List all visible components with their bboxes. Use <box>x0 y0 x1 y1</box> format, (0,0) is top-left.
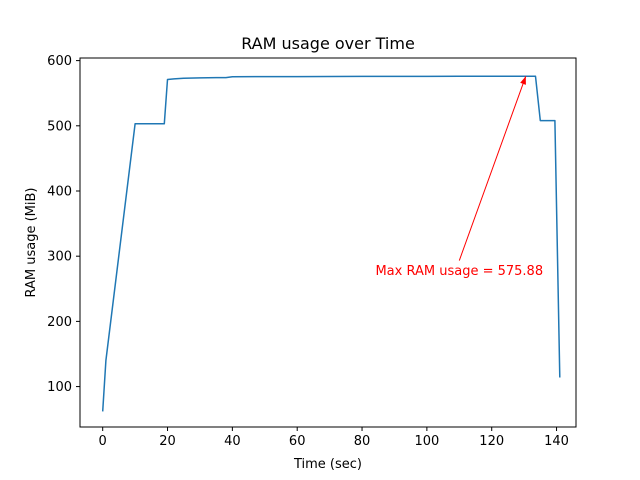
x-tick-label: 80 <box>354 434 371 449</box>
y-tick-label: 400 <box>47 184 72 199</box>
y-tick-label: 500 <box>47 119 72 134</box>
annotation-text: Max RAM usage = 575.88 <box>375 264 543 279</box>
x-axis: 0 20 40 60 80 100 120 140 <box>99 427 569 449</box>
y-tick-label: 200 <box>47 315 72 330</box>
chart-title: RAM usage over Time <box>241 34 415 53</box>
series-line-0 <box>101 75 561 412</box>
x-tick-label: 140 <box>544 434 569 449</box>
annotations: Max RAM usage = 575.88 <box>375 76 543 279</box>
y-tick-label: 600 <box>47 54 72 69</box>
y-axis: 100 200 300 400 500 600 <box>47 54 80 395</box>
annotation-arrowhead <box>520 76 526 85</box>
x-axis-label: Time (sec) <box>293 457 362 472</box>
annotation-arrow <box>458 76 527 261</box>
y-tick-label: 100 <box>47 380 72 395</box>
x-tick-label: 20 <box>159 434 176 449</box>
x-tick-label: 40 <box>224 434 241 449</box>
x-tick-label: 0 <box>99 434 107 449</box>
x-tick-label: 60 <box>289 434 306 449</box>
x-tick-label: 100 <box>414 434 439 449</box>
x-tick-label: 120 <box>479 434 504 449</box>
y-tick-label: 300 <box>47 250 72 265</box>
plot-area <box>80 58 576 427</box>
plot-frame <box>79 57 577 428</box>
y-axis-label: RAM usage (MiB) <box>24 188 39 298</box>
chart-marks <box>101 75 561 412</box>
